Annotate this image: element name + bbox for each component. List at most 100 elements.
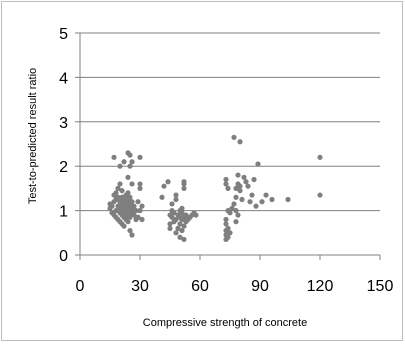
x-tick-label: 30: [131, 278, 149, 295]
data-point: [115, 185, 121, 191]
data-point: [179, 227, 185, 234]
x-tick-label: 60: [191, 278, 209, 295]
data-point: [129, 181, 135, 187]
data-point: [269, 196, 275, 203]
y-tick-label: 1: [59, 204, 68, 221]
data-point: [127, 194, 133, 200]
data-point: [237, 188, 243, 194]
data-point: [127, 152, 133, 158]
data-point: [229, 205, 235, 211]
data-point: [133, 208, 139, 214]
data-point: [125, 219, 131, 225]
chart-frame: 0 1 2 3 4 5 0 30 60 90 120 150 Test-to-predicted r…: [1, 1, 403, 341]
data-point: [113, 190, 119, 196]
data-point: [117, 181, 123, 187]
data-point: [237, 139, 243, 145]
data-point: [249, 192, 255, 198]
x-tick-labels: 0 30 60 90 120 150: [76, 278, 394, 295]
data-point: [255, 161, 261, 167]
data-point: [233, 208, 239, 214]
data-point: [171, 210, 177, 216]
data-point: [129, 232, 135, 238]
data-point: [175, 225, 181, 231]
y-tick-labels: 0 1 2 3 4 5: [59, 26, 68, 265]
data-point: [169, 214, 175, 220]
data-point: [223, 181, 229, 187]
data-point: [317, 192, 323, 198]
data-point: [181, 236, 187, 243]
data-point: [169, 201, 175, 207]
data-point: [125, 174, 131, 180]
data-point: [247, 199, 253, 205]
data-point: [119, 188, 125, 194]
data-point: [123, 208, 129, 214]
data-point: [159, 194, 165, 200]
data-point: [231, 201, 237, 207]
data-point: [285, 196, 291, 203]
data-point: [129, 199, 135, 205]
data-point: [259, 199, 265, 205]
data-point: [193, 212, 199, 218]
y-axis-label: Test-to-predicted result ratio: [27, 68, 39, 204]
data-point: [243, 179, 249, 185]
data-point: [127, 214, 133, 220]
data-point: [231, 134, 237, 140]
data-point: [263, 192, 269, 198]
x-tick-label: 150: [367, 278, 394, 295]
data-point: [139, 203, 145, 209]
x-axis-label: Compressive strength of concrete: [143, 317, 307, 329]
data-point: [179, 210, 185, 216]
data-point: [253, 203, 259, 209]
data-point: [181, 185, 187, 191]
data-point: [177, 221, 183, 227]
data-point: [135, 199, 141, 205]
data-point: [137, 185, 143, 191]
data-point: [233, 194, 239, 200]
scatter-chart: 0 1 2 3 4 5 0 30 60 90 120 150 Test-to-predicted r…: [27, 26, 394, 329]
data-point: [131, 212, 137, 218]
data-point: [223, 216, 229, 223]
data-point: [161, 183, 167, 189]
y-tick-label: 4: [59, 70, 68, 87]
data-point: [129, 159, 135, 165]
data-point: [225, 185, 231, 191]
x-tick-label: 90: [251, 278, 269, 295]
data-point: [235, 172, 241, 178]
data-point: [127, 227, 133, 234]
data-point: [227, 230, 233, 236]
data-point: [127, 163, 133, 169]
data-points: [107, 134, 323, 243]
data-point: [173, 192, 179, 198]
data-point: [135, 214, 141, 220]
x-tick-label: 120: [307, 278, 334, 295]
data-point: [131, 203, 137, 209]
data-point: [121, 203, 127, 209]
data-point: [173, 230, 179, 236]
data-point: [167, 221, 173, 227]
data-point: [167, 225, 173, 231]
data-point: [181, 179, 187, 185]
data-point: [121, 223, 127, 229]
gridlines: [80, 32, 380, 212]
data-point: [139, 216, 145, 223]
data-point: [223, 221, 229, 227]
data-point: [233, 185, 239, 191]
data-point: [115, 194, 121, 200]
y-tick-label: 2: [59, 159, 68, 176]
axes: [75, 32, 381, 260]
data-point: [165, 179, 171, 185]
y-tick-label: 3: [59, 115, 68, 132]
data-point: [113, 208, 119, 214]
data-point: [117, 163, 123, 169]
data-point: [233, 219, 239, 225]
y-tick-label: 5: [59, 26, 68, 43]
data-point: [227, 210, 233, 216]
data-point: [173, 196, 179, 203]
data-point: [225, 234, 231, 240]
data-point: [239, 196, 245, 203]
data-point: [237, 183, 243, 189]
data-point: [245, 183, 251, 189]
data-point: [109, 203, 115, 209]
data-point: [241, 174, 247, 180]
data-point: [137, 181, 143, 187]
